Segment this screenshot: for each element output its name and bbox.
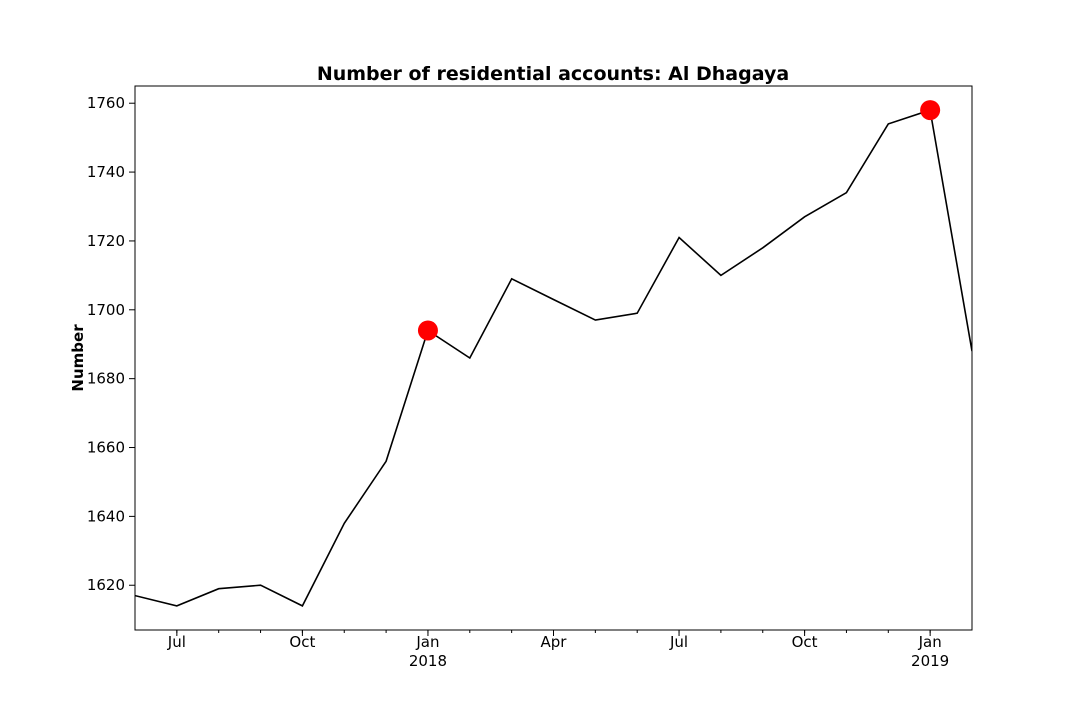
x-tick-label: Jan [415, 633, 439, 651]
x-tick-label: Jan [918, 633, 942, 651]
y-axis-label: Number [69, 324, 87, 392]
y-tick-label: 1680 [87, 370, 125, 388]
highlight-marker [417, 320, 438, 341]
x-tick-label: Apr [541, 633, 568, 651]
y-tick-label: 1700 [87, 301, 125, 319]
x-tick-label: Oct [792, 633, 818, 651]
x-tick-label: Jul [669, 633, 688, 651]
y-tick-label: 1660 [87, 439, 125, 457]
x-tick-label: Jul [167, 633, 186, 651]
series-line [135, 109, 972, 607]
y-tick-label: 1620 [87, 576, 125, 594]
x-tick-year-label: 2019 [911, 652, 949, 670]
plot-frame [134, 85, 973, 631]
y-tick-label: 1760 [87, 94, 125, 112]
x-tick-label: Oct [289, 633, 315, 651]
y-tick-label: 1640 [87, 507, 125, 525]
y-tick-label: 1740 [87, 163, 125, 181]
y-tick-label: 1720 [87, 232, 125, 250]
highlight-marker [920, 100, 941, 121]
x-tick-year-label: 2018 [409, 652, 447, 670]
chart-title: Number of residential accounts: Al Dhaga… [317, 63, 789, 85]
